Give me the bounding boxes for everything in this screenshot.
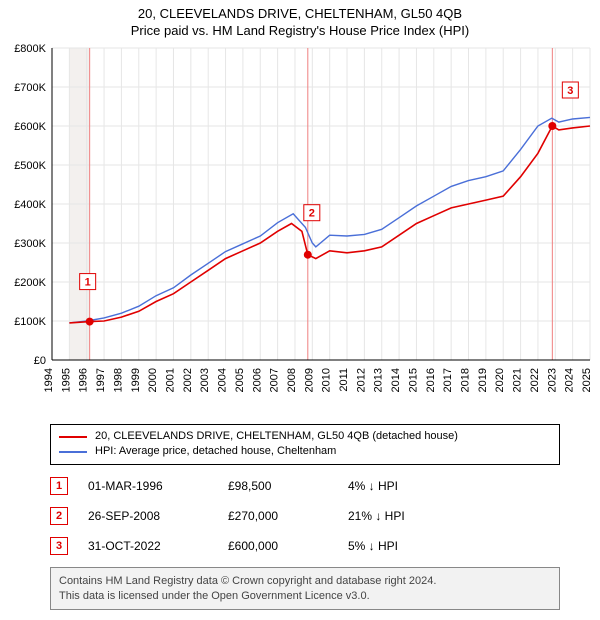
svg-text:£800K: £800K (14, 43, 46, 55)
marker-row-num: 3 (50, 537, 68, 555)
marker-row-num: 1 (50, 477, 68, 495)
legend: 20, CLEEVELANDS DRIVE, CHELTENHAM, GL50 … (50, 424, 560, 465)
sale-dot-2 (304, 251, 312, 259)
svg-text:2004: 2004 (217, 368, 229, 392)
svg-text:1995: 1995 (60, 368, 72, 392)
attribution-footer: Contains HM Land Registry data © Crown c… (50, 567, 560, 611)
marker-row-2: 2 26-SEP-2008 £270,000 21% ↓ HPI (50, 501, 560, 531)
svg-text:1999: 1999 (130, 368, 142, 392)
marker-row-price: £600,000 (228, 539, 328, 553)
sale-marker-num-3: 3 (567, 85, 573, 97)
svg-text:2007: 2007 (269, 368, 281, 392)
marker-row-3: 3 31-OCT-2022 £600,000 5% ↓ HPI (50, 531, 560, 561)
marker-row-pct: 21% ↓ HPI (348, 509, 468, 523)
legend-item-1: HPI: Average price, detached house, Chel… (59, 444, 551, 459)
svg-text:2008: 2008 (286, 368, 298, 392)
svg-text:2013: 2013 (373, 368, 385, 392)
footer-line-1: Contains HM Land Registry data © Crown c… (59, 574, 551, 589)
svg-text:2019: 2019 (477, 368, 489, 392)
svg-text:£300K: £300K (14, 238, 46, 250)
svg-text:2000: 2000 (147, 368, 159, 392)
marker-row-1: 1 01-MAR-1996 £98,500 4% ↓ HPI (50, 471, 560, 501)
svg-text:2023: 2023 (546, 368, 558, 392)
svg-text:1998: 1998 (112, 368, 124, 392)
svg-text:£200K: £200K (14, 277, 46, 289)
marker-row-pct: 4% ↓ HPI (348, 479, 468, 493)
line-chart: £0 £100K £200K £300K £400K £500K £600K £700K £80… (0, 40, 600, 420)
svg-text:2010: 2010 (321, 368, 333, 392)
svg-text:2017: 2017 (442, 368, 454, 392)
svg-text:2002: 2002 (182, 368, 194, 392)
svg-text:2005: 2005 (234, 368, 246, 392)
svg-text:2020: 2020 (494, 368, 506, 392)
svg-text:2009: 2009 (303, 368, 315, 392)
svg-text:2021: 2021 (512, 368, 524, 392)
svg-text:2006: 2006 (251, 368, 263, 392)
marker-row-num: 2 (50, 507, 68, 525)
svg-text:£600K: £600K (14, 121, 46, 133)
footer-line-2: This data is licensed under the Open Gov… (59, 589, 551, 604)
marker-row-date: 31-OCT-2022 (88, 539, 208, 553)
legend-item-0: 20, CLEEVELANDS DRIVE, CHELTENHAM, GL50 … (59, 429, 551, 444)
sale-markers-table: 1 01-MAR-1996 £98,500 4% ↓ HPI 2 26-SEP-2008 £… (50, 471, 560, 561)
marker-row-date: 26-SEP-2008 (88, 509, 208, 523)
marker-row-date: 01-MAR-1996 (88, 479, 208, 493)
sale-marker-num-1: 1 (85, 277, 91, 289)
svg-text:2014: 2014 (390, 368, 402, 392)
svg-text:1994: 1994 (43, 368, 55, 392)
marker-row-pct: 5% ↓ HPI (348, 539, 468, 553)
sale-dot-1 (86, 318, 94, 326)
svg-text:2001: 2001 (164, 368, 176, 392)
legend-swatch (59, 451, 87, 453)
sale-marker-num-2: 2 (309, 208, 315, 220)
chart-container: { "titles": { "main": "20, CLEEVELANDS D… (0, 0, 600, 610)
chart-titles: 20, CLEEVELANDS DRIVE, CHELTENHAM, GL50 … (0, 0, 600, 40)
legend-label: HPI: Average price, detached house, Chel… (95, 444, 336, 459)
marker-row-price: £98,500 (228, 479, 328, 493)
svg-text:2003: 2003 (199, 368, 211, 392)
svg-text:2024: 2024 (564, 368, 576, 392)
legend-swatch (59, 436, 87, 438)
title-main: 20, CLEEVELANDS DRIVE, CHELTENHAM, GL50 … (0, 6, 600, 21)
title-sub: Price paid vs. HM Land Registry's House … (0, 23, 600, 38)
svg-text:£500K: £500K (14, 160, 46, 172)
sale-dot-3 (548, 122, 556, 130)
svg-text:2018: 2018 (460, 368, 472, 392)
svg-text:2016: 2016 (425, 368, 437, 392)
svg-text:2015: 2015 (407, 368, 419, 392)
legend-label: 20, CLEEVELANDS DRIVE, CHELTENHAM, GL50 … (95, 429, 458, 444)
svg-text:2022: 2022 (529, 368, 541, 392)
marker-row-price: £270,000 (228, 509, 328, 523)
svg-text:2012: 2012 (355, 368, 367, 392)
svg-text:£100K: £100K (14, 316, 46, 328)
svg-text:1996: 1996 (78, 368, 90, 392)
svg-text:£400K: £400K (14, 199, 46, 211)
svg-text:1997: 1997 (95, 368, 107, 392)
svg-text:2025: 2025 (581, 368, 593, 392)
svg-text:2011: 2011 (338, 368, 350, 392)
svg-text:£700K: £700K (14, 82, 46, 94)
svg-text:£0: £0 (34, 355, 46, 367)
